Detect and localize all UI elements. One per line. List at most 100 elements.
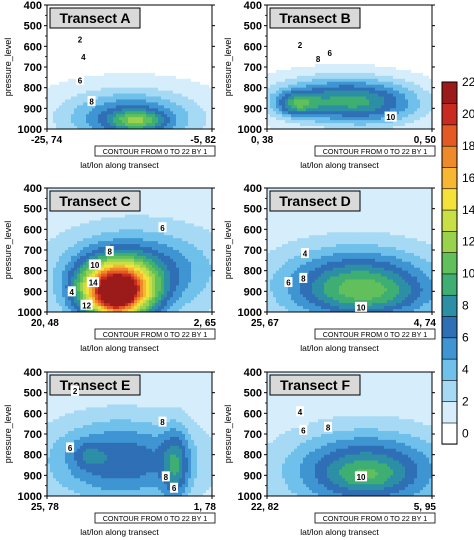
heat-cell xyxy=(200,108,204,112)
heat-cell xyxy=(348,34,352,39)
heat-cell xyxy=(110,31,114,36)
heat-cell xyxy=(375,96,379,101)
heat-cell xyxy=(176,99,180,104)
heat-cell xyxy=(170,93,174,98)
heat-cell xyxy=(324,75,328,80)
heat-cell xyxy=(209,81,212,86)
heat-cell xyxy=(167,199,171,204)
heat-cell xyxy=(288,93,292,98)
heat-cell xyxy=(354,108,358,112)
heat-cell xyxy=(80,96,84,101)
y-axis-label: pressure_level xyxy=(223,38,233,97)
heat-cell xyxy=(297,28,301,33)
heat-cell xyxy=(315,111,319,115)
heat-cell xyxy=(122,87,126,92)
heat-cell xyxy=(65,96,69,101)
heat-cell xyxy=(336,78,340,83)
heat-cell xyxy=(107,61,111,65)
heat-cell xyxy=(71,111,75,115)
heat-cell xyxy=(387,120,391,124)
heat-cell xyxy=(65,111,69,115)
heat-cell xyxy=(429,19,432,24)
heat-cell xyxy=(47,93,51,98)
heat-cell xyxy=(276,102,280,106)
heat-cell xyxy=(324,126,328,129)
heat-cell xyxy=(426,43,430,47)
heat-cell xyxy=(80,69,84,74)
heat-cell xyxy=(309,34,313,39)
heat-cell xyxy=(282,81,286,86)
heat-cell xyxy=(209,199,212,204)
heat-cell xyxy=(98,96,102,101)
heat-cell xyxy=(342,37,346,42)
heat-cell xyxy=(309,96,313,101)
heat-cell xyxy=(191,117,195,121)
heat-cell xyxy=(62,111,66,115)
heat-cell xyxy=(47,46,51,50)
heat-cell xyxy=(92,111,96,115)
heat-cell xyxy=(131,90,135,95)
heat-cell xyxy=(122,72,126,77)
heat-cell xyxy=(294,81,298,86)
heat-cell xyxy=(98,58,102,62)
heat-cell xyxy=(420,78,424,83)
heat-cell xyxy=(77,188,81,192)
contour-label-bg xyxy=(87,96,96,107)
heat-cell xyxy=(399,49,403,53)
heat-cell xyxy=(152,75,156,80)
heat-cell xyxy=(194,46,198,50)
heat-cell xyxy=(164,117,168,121)
heat-cell xyxy=(285,78,289,83)
heat-cell xyxy=(363,99,367,104)
heat-cell xyxy=(381,84,385,89)
heat-cell xyxy=(164,43,168,47)
heat-cell xyxy=(393,126,397,129)
heat-cell xyxy=(68,55,72,59)
heat-cell xyxy=(309,120,313,124)
heat-cell xyxy=(357,67,361,71)
heat-cell xyxy=(345,49,349,53)
heat-cell xyxy=(339,78,343,83)
heat-cell xyxy=(53,111,57,115)
heat-cell xyxy=(429,72,432,77)
heat-cell xyxy=(158,55,162,59)
heat-cell xyxy=(191,43,195,47)
heat-cell xyxy=(276,105,280,109)
heat-cell xyxy=(381,99,385,104)
heat-cell xyxy=(182,126,186,129)
heat-cell xyxy=(185,78,189,83)
heat-cell xyxy=(158,19,162,24)
heat-cell xyxy=(321,102,325,106)
heat-cell xyxy=(402,43,406,47)
heat-cell xyxy=(158,64,162,68)
heat-cell xyxy=(402,34,406,39)
heat-cell xyxy=(86,126,90,129)
heat-cell xyxy=(122,43,126,47)
heat-cell xyxy=(378,114,382,118)
heat-cell xyxy=(146,84,150,89)
heat-cell xyxy=(339,5,343,9)
heat-cell xyxy=(176,34,180,39)
heat-cell xyxy=(417,46,421,50)
heat-cell xyxy=(113,67,117,71)
heat-cell xyxy=(309,40,313,44)
heat-cell xyxy=(191,72,195,77)
heat-cell xyxy=(197,64,201,68)
heat-cell xyxy=(408,28,412,33)
heat-cell xyxy=(270,67,274,71)
heat-cell xyxy=(303,31,307,36)
heat-cell xyxy=(125,5,129,9)
heat-cell xyxy=(116,31,120,36)
heat-cell xyxy=(68,61,72,65)
heat-cell xyxy=(107,105,111,109)
heat-cell xyxy=(381,37,385,42)
heat-cell xyxy=(149,84,153,89)
heat-cell xyxy=(191,40,195,44)
heat-cell xyxy=(92,105,96,109)
heat-cell xyxy=(396,13,400,18)
heat-cell xyxy=(53,28,57,33)
heat-cell xyxy=(399,10,403,15)
heat-cell xyxy=(423,10,427,15)
heat-cell xyxy=(342,67,346,71)
heat-cell xyxy=(47,31,51,36)
